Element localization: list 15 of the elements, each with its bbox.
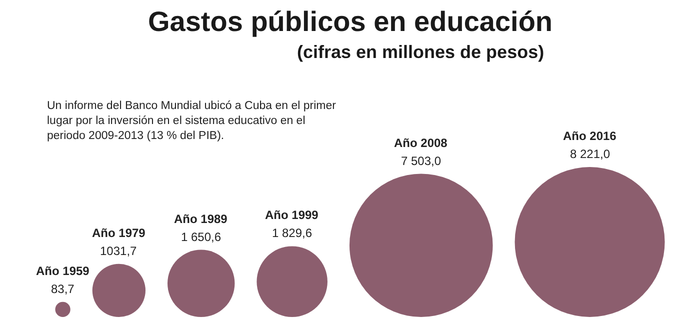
category-label: Año 1959 xyxy=(36,264,90,278)
text: Un informe del Banco Mundial ubicó a Cuba en el primer lugar por la inversión en el sistema educativo en el periodo 2009-2013 (13 % del PIB). xyxy=(47,100,336,142)
data-label: 7 503,0 xyxy=(401,154,442,168)
category-label: Año 2008 xyxy=(394,136,448,150)
category-label: Año 1999 xyxy=(265,208,319,222)
category-label: Año 1979 xyxy=(92,226,146,240)
data-label: 1 650,6 xyxy=(181,230,222,244)
data-label: 1 829,6 xyxy=(272,226,312,240)
data-label: 8 221,0 xyxy=(570,147,610,161)
text: (cifras en millones de pesos) xyxy=(297,42,544,62)
data-label: 1031,7 xyxy=(100,244,138,258)
category-label: Año 2016 xyxy=(563,129,617,143)
text: Gastos públicos en educación xyxy=(148,6,553,37)
category-label: Año 1989 xyxy=(174,212,228,226)
data-label: 83,7 xyxy=(51,282,75,296)
